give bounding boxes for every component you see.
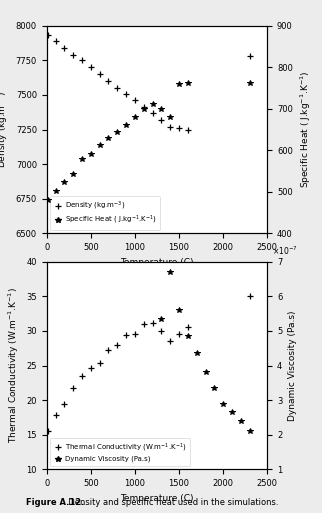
Y-axis label: Specific Heat ( J.kg$^{-1}$.K$^{-1}$): Specific Heat ( J.kg$^{-1}$.K$^{-1}$) bbox=[298, 71, 313, 188]
Y-axis label: Thermal Conductivity (W.m$^{-1}$.K$^{-1}$): Thermal Conductivity (W.m$^{-1}$.K$^{-1}… bbox=[6, 288, 21, 443]
Text: $\times 10^{-7}$: $\times 10^{-7}$ bbox=[272, 245, 297, 258]
Text: Density and specific heat used in the simulations.: Density and specific heat used in the si… bbox=[63, 498, 278, 507]
Text: Figure A.12.: Figure A.12. bbox=[26, 498, 84, 507]
Y-axis label: Dynamic Viscosity (Pa.s): Dynamic Viscosity (Pa.s) bbox=[288, 310, 297, 421]
X-axis label: Temperature (C): Temperature (C) bbox=[120, 494, 194, 503]
Legend: Thermal Conductivity (W.m$^{-1}$.K$^{-1}$), Dynamic Viscosity (Pa.s): Thermal Conductivity (W.m$^{-1}$.K$^{-1}… bbox=[50, 438, 190, 466]
Y-axis label: Density (kg.m$^{-3}$): Density (kg.m$^{-3}$) bbox=[0, 91, 10, 168]
Legend: Density (kg.m$^{-3}$), Specific Heat ( J.kg$^{-1}$.K$^{-1}$): Density (kg.m$^{-3}$), Specific Heat ( J… bbox=[50, 196, 160, 230]
X-axis label: Temperature (C): Temperature (C) bbox=[120, 258, 194, 267]
